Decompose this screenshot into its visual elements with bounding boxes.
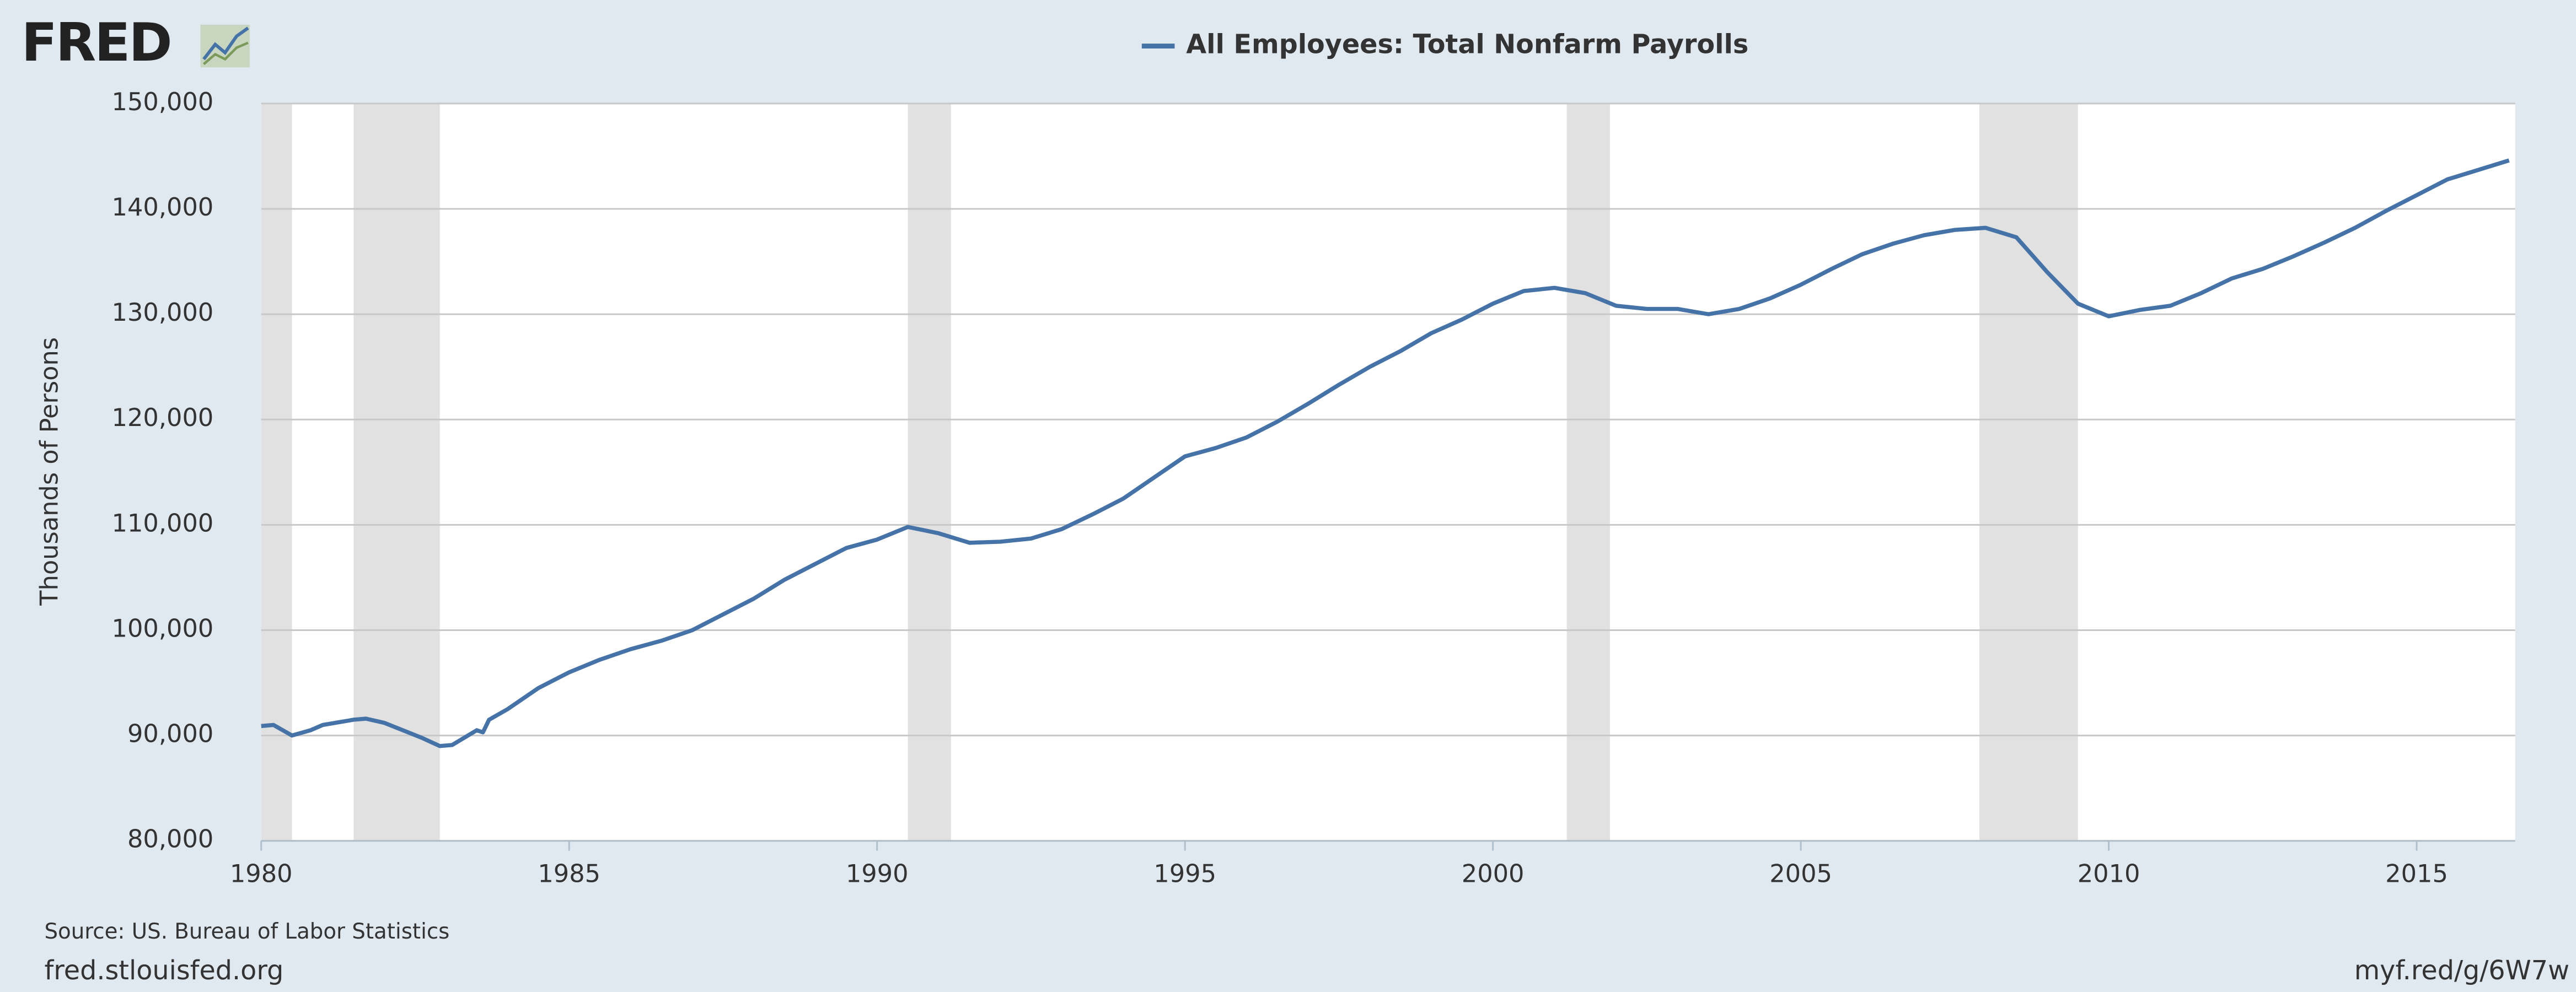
recession-band [1566,103,1610,841]
y-tick-label: 90,000 [127,720,213,748]
x-tick-label: 1980 [230,859,293,888]
source: Source: US. Bureau of Labor Statistics [44,919,449,944]
x-tick-label: 2005 [1769,859,1832,888]
x-tick-label: 2010 [2078,859,2140,888]
legend-label: All Employees: Total Nonfarm Payrolls [1186,30,1748,60]
logo-icon [200,24,250,68]
y-tick-label: 100,000 [112,614,214,643]
series-line [261,158,2510,748]
y-tick-label: 130,000 [112,298,214,327]
x-tick-label: 1990 [846,859,909,888]
site-link[interactable]: fred.stlouisfed.org [44,956,283,986]
x-tick-label: 1985 [538,859,600,888]
logo[interactable]: FRED [22,13,173,73]
plot-area [261,103,2515,841]
y-tick-label: 80,000 [127,825,213,854]
y-tick-label: 150,000 [112,88,214,116]
y-axis-label: Thousands of Persons [35,337,63,606]
recession-band [908,103,951,841]
x-tick-label: 2000 [1462,859,1525,888]
recession-band [261,103,292,841]
recession-band [1979,103,2078,841]
x-tick-label: 1995 [1153,859,1216,888]
y-tick-label: 110,000 [112,509,214,537]
x-tick-label: 2015 [2385,859,2448,888]
short-link[interactable]: myf.red/g/6W7w [2354,956,2569,986]
y-tick-label: 120,000 [112,403,214,432]
y-tick-label: 140,000 [112,193,214,222]
recession-band [353,103,440,841]
